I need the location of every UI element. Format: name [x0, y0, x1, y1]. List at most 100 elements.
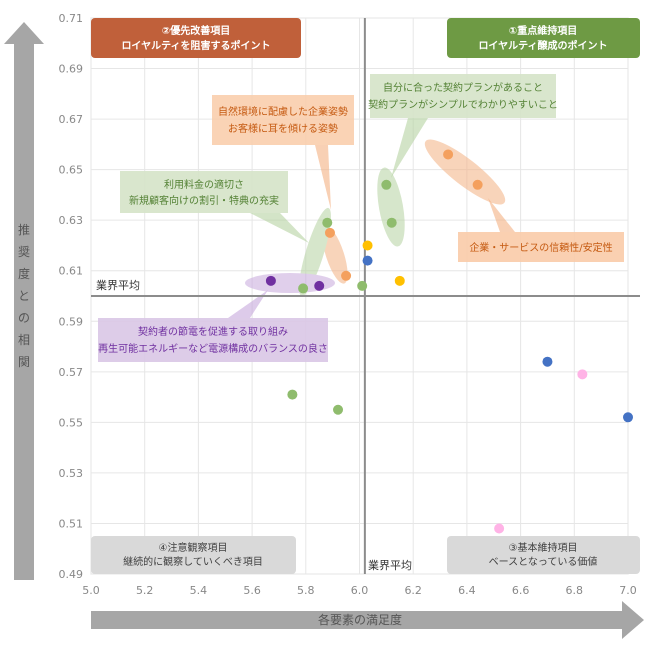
- quadrant-subtitle: 継続的に観察していくべき項目: [123, 555, 263, 568]
- annotation-line: 再生可能エネルギーなど電源構成のバランスの良さ: [98, 342, 328, 355]
- y-axis-label-char: 関: [18, 355, 30, 369]
- quadrant-title: ④注意観察項目: [159, 541, 228, 554]
- connector-environment: [315, 145, 331, 210]
- annotation-line: 企業・サービスの信頼性/安定性: [469, 241, 612, 254]
- x-tick-label: 6.4: [458, 584, 476, 597]
- annotation-energy: 契約者の節電を促進する取り組み 再生可能エネルギーなど電源構成のバランスの良さ: [98, 318, 328, 362]
- x-tick-label: 5.2: [136, 584, 154, 597]
- x-tick-label: 6.2: [404, 584, 422, 597]
- scatter-point: [341, 270, 352, 281]
- highlight-environment: [322, 226, 348, 284]
- quadrant-title: ①重点維持項目: [509, 24, 577, 37]
- y-axis-arrow: 推奨度との相関: [4, 22, 44, 580]
- x-tick-label: 6.6: [512, 584, 530, 597]
- annotation-environment: 自然環境に配慮した企業姿勢 お客様に耳を傾ける姿勢: [212, 95, 354, 145]
- y-axis-label-char: 奨: [18, 245, 30, 259]
- scatter-point: [322, 217, 333, 228]
- quadrant-subtitle: ロイヤルティ醸成のポイント: [478, 39, 607, 52]
- scatter-point: [577, 369, 588, 380]
- quadrant-box-bg: [447, 18, 640, 58]
- scatter-point: [324, 227, 335, 238]
- scatter-point: [443, 149, 454, 160]
- annotation-line: 契約プランがシンプルでわかりやすいこと: [368, 98, 558, 111]
- y-tick-label: 0.63: [59, 214, 84, 227]
- y-axis-arrow-shape: [4, 22, 44, 580]
- y-axis-label-char: 相: [18, 333, 30, 347]
- y-tick-label: 0.49: [59, 568, 84, 581]
- y-axis-label: 推奨度との相関: [18, 223, 30, 369]
- x-tick-label: 5.0: [82, 584, 100, 597]
- scatter-point: [542, 356, 553, 367]
- quadrant-box-bg: [91, 536, 296, 574]
- industry-average-y-label: 業界平均: [96, 279, 140, 292]
- y-tick-label: 0.57: [59, 366, 84, 379]
- y-axis-ticks: 0.71 0.69 0.67 0.65 0.63 0.61 0.59 0.57 0.55 0.53…: [59, 12, 84, 581]
- annotation-bg: [98, 318, 328, 362]
- y-axis-label-char: の: [18, 311, 30, 325]
- scatter-point: [472, 179, 483, 190]
- quadrant-box-bg: [447, 536, 640, 574]
- scatter-point: [314, 280, 325, 291]
- x-tick-label: 5.6: [243, 584, 261, 597]
- y-tick-label: 0.67: [59, 113, 84, 126]
- quadrant-title: ③基本維持項目: [509, 541, 578, 554]
- y-axis-label-char: 度: [18, 266, 30, 281]
- y-tick-label: 0.55: [59, 416, 84, 429]
- annotation-bg: [120, 171, 288, 213]
- scatter-point: [381, 179, 392, 190]
- annotation-line: 新規顧客向けの割引・特典の充実: [129, 194, 279, 207]
- scatter-point: [494, 523, 505, 534]
- y-tick-label: 0.59: [59, 315, 84, 328]
- annotation-line: お客様に耳を傾ける姿勢: [228, 122, 338, 135]
- industry-average-x-label: 業界平均: [368, 559, 412, 572]
- scatter-point: [623, 412, 633, 423]
- x-axis-ticks: 5.0 5.2 5.4 5.6 5.8 6.0 6.2 6.4 6.6 6.8 7.0: [82, 584, 637, 597]
- scatter-point: [265, 275, 276, 286]
- x-tick-label: 5.4: [190, 584, 208, 597]
- quadrant-box-basic-maintenance: ③基本維持項目 ベースとなっている価値: [447, 536, 640, 574]
- annotation-bg: [370, 74, 556, 118]
- quadrant-box-priority-improvement: ②優先改善項目 ロイヤルティを阻害するポイント: [91, 18, 301, 58]
- y-tick-label: 0.51: [59, 517, 84, 530]
- annotation-bg: [458, 232, 624, 262]
- y-tick-label: 0.71: [59, 12, 84, 25]
- scatter-point: [394, 275, 405, 286]
- annotation-reliability: 企業・サービスの信頼性/安定性: [458, 232, 624, 262]
- annotation-pricing: 利用料金の適切さ 新規顧客向けの割引・特典の充実: [120, 171, 288, 213]
- annotation-line: 自然環境に配慮した企業姿勢: [218, 105, 348, 118]
- quadrant-box-bg: [91, 18, 301, 58]
- y-tick-label: 0.61: [59, 265, 84, 278]
- scatter-point: [333, 404, 344, 415]
- annotation-line: 利用料金の適切さ: [164, 178, 244, 191]
- x-tick-label: 6.0: [351, 584, 369, 597]
- quadrant-subtitle: ロイヤルティを阻害するポイント: [121, 39, 270, 52]
- scatter-point: [287, 389, 298, 400]
- connector-pricing: [250, 213, 309, 243]
- quadrant-box-priority-maintenance: ①重点維持項目 ロイヤルティ醸成のポイント: [447, 18, 640, 58]
- annotation-line: 契約者の節電を促進する取り組み: [138, 325, 288, 338]
- quadrant-box-caution-observation: ④注意観察項目 継続的に観察していくべき項目: [91, 536, 296, 574]
- quadrant-title: ②優先改善項目: [162, 24, 230, 37]
- connector-reliability: [488, 198, 515, 232]
- y-tick-label: 0.69: [59, 63, 84, 76]
- scatter-point: [362, 255, 373, 266]
- x-axis-arrow-shape: [91, 601, 644, 639]
- callout-connectors: [228, 118, 515, 318]
- y-tick-label: 0.53: [59, 467, 84, 480]
- x-tick-label: 5.8: [297, 584, 315, 597]
- y-tick-label: 0.65: [59, 164, 84, 177]
- y-axis-label-char: と: [18, 289, 30, 303]
- scatter-point: [298, 283, 309, 294]
- x-axis-label: 各要素の満足度: [318, 612, 402, 627]
- annotation-bg: [212, 95, 354, 145]
- y-axis-label-char: 推: [18, 223, 30, 237]
- data-points: [265, 149, 633, 534]
- annotation-line: 自分に合った契約プランがあること: [383, 81, 543, 94]
- scatter-point: [362, 240, 373, 251]
- scatter-point: [386, 217, 397, 228]
- x-axis-arrow: 各要素の満足度: [91, 601, 644, 639]
- scatter-point: [357, 280, 368, 291]
- quadrant-subtitle: ベースとなっている価値: [489, 555, 598, 568]
- x-tick-label: 6.8: [566, 584, 584, 597]
